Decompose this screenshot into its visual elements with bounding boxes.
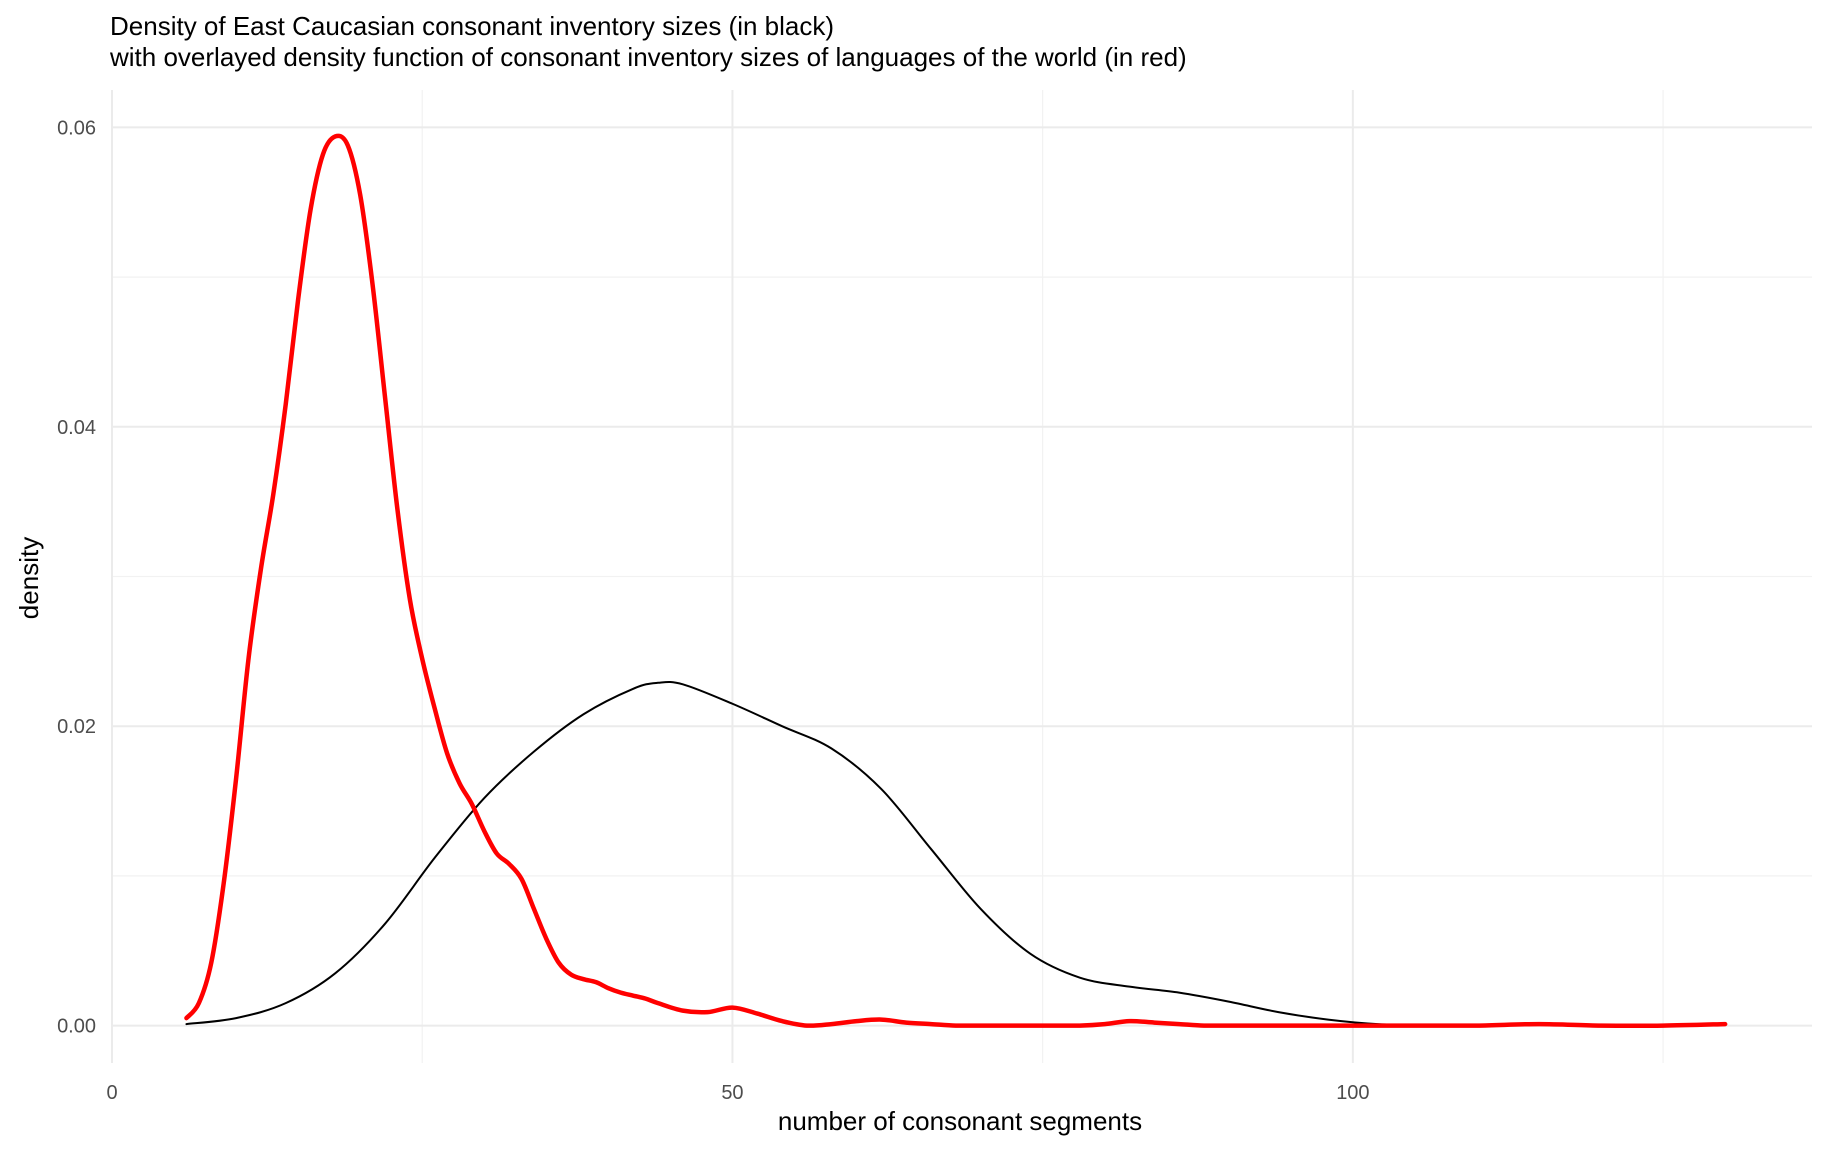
x-tick-label: 50	[721, 1082, 743, 1104]
east-caucasian-density-line	[185, 680, 1478, 1027]
y-tick-label: 0.04	[57, 417, 96, 439]
minor-gridlines	[112, 90, 1812, 1063]
y-tick-label: 0.06	[57, 117, 96, 139]
x-axis-ticks: 0 50 100	[106, 1082, 1369, 1104]
series-layer	[184, 133, 1728, 1029]
x-tick-label: 100	[1336, 1082, 1369, 1104]
x-tick-label: 0	[106, 1082, 117, 1104]
chart-subtitle: with overlayed density function of conso…	[109, 42, 1187, 72]
y-tick-label: 0.00	[57, 1016, 96, 1038]
world-density-line	[184, 133, 1728, 1029]
chart-title: Density of East Caucasian consonant inve…	[110, 11, 834, 41]
y-axis-ticks: 0.00 0.02 0.04 0.06	[57, 117, 96, 1037]
y-tick-label: 0.02	[57, 716, 96, 738]
y-axis-title: density	[14, 537, 44, 619]
x-axis-title: number of consonant segments	[778, 1106, 1142, 1136]
